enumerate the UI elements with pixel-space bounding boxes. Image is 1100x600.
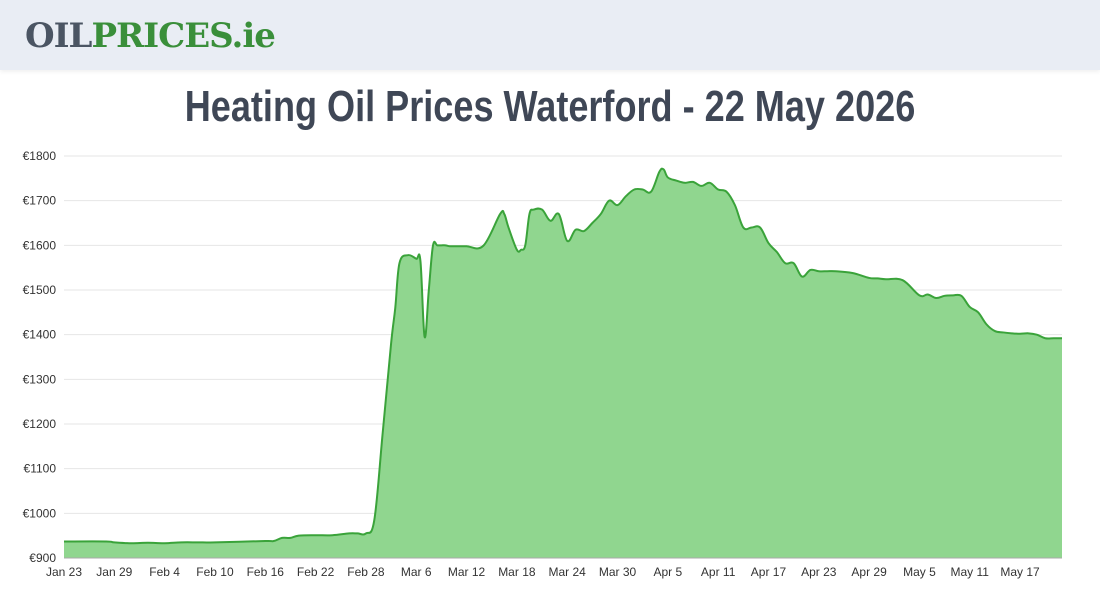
y-tick-label: €900	[29, 551, 56, 565]
x-tick-label: Mar 12	[448, 565, 486, 579]
y-tick-label: €1800	[23, 149, 57, 163]
y-tick-label: €1300	[23, 372, 57, 386]
x-tick-label: Mar 6	[401, 565, 432, 579]
page-title: Heating Oil Prices Waterford - 22 May 20…	[184, 82, 916, 131]
x-tick-label: Jan 29	[96, 565, 132, 579]
y-tick-label: €1100	[24, 462, 57, 476]
x-tick-label: Apr 5	[653, 565, 682, 579]
x-tick-label: Feb 4	[149, 565, 180, 579]
x-tick-label: May 17	[1000, 565, 1040, 579]
price-chart: €900 €1000 €1100 €1200 €1300 €1400 €1500 €1600 €…	[23, 149, 1062, 579]
site-header: OILPRICES.ie	[0, 0, 1100, 70]
x-tick-label: Apr 29	[851, 565, 887, 579]
x-tick-label: Feb 16	[247, 565, 285, 579]
y-tick-label: €1200	[23, 417, 57, 431]
x-tick-label: May 5	[903, 565, 936, 579]
x-tick-label: Apr 11	[701, 565, 736, 579]
y-tick-label: €1600	[23, 238, 57, 252]
x-tick-label: Feb 28	[347, 565, 385, 579]
x-tick-label: Apr 23	[801, 565, 837, 579]
x-tick-label: Apr 17	[751, 565, 787, 579]
y-tick-label: €1500	[23, 283, 57, 297]
series-line	[63, 167, 1062, 545]
x-tick-label: Mar 18	[498, 565, 536, 579]
y-tick-label: €1400	[23, 328, 57, 342]
x-tick-label: Mar 24	[549, 565, 587, 579]
x-tick-label: Jan 23	[46, 565, 82, 579]
y-tick-label: €1700	[23, 194, 57, 208]
logo-prices-text: PRICES	[91, 16, 232, 56]
y-tick-label: €1000	[23, 506, 57, 520]
logo-tld-text: .ie	[231, 16, 275, 56]
logo-oil-text: OIL	[25, 16, 92, 56]
x-tick-label: Feb 22	[297, 565, 335, 579]
series-area	[64, 168, 1062, 558]
x-tick-label: Mar 30	[599, 565, 637, 579]
site-logo[interactable]: OILPRICES.ie	[25, 16, 276, 56]
x-tick-label: Feb 10	[196, 565, 234, 579]
x-tick-label: May 11	[951, 565, 990, 579]
